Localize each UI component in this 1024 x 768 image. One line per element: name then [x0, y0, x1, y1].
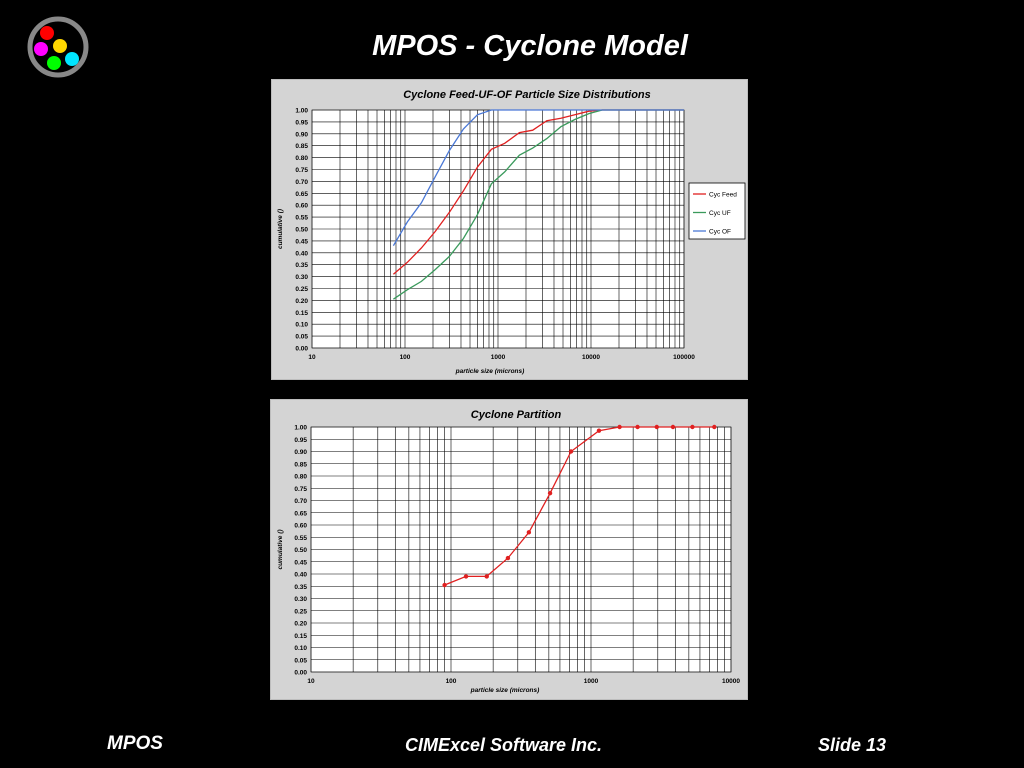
chart2-data-point: [505, 555, 511, 561]
chart2-data-point: [712, 424, 717, 430]
chart2-y-tick-label: 0.15: [294, 633, 307, 640]
colored-dots-logo-icon: [27, 16, 89, 78]
psd-chart: 0.00 0.05 0.10 0.15 0.20 0.25 0.30 0.35 0.40 0.45…: [277, 89, 746, 375]
logo-dot-magenta: [34, 42, 48, 56]
chart1-y-tick-label: 0.45: [295, 238, 308, 245]
chart2-x-axis-label: particle size (microns): [470, 687, 540, 694]
chart2-y-tick-label: 0.40: [294, 572, 307, 579]
chart2-y-tick-label: 0.80: [294, 474, 307, 481]
chart1-y-tick-label: 0.10: [295, 322, 308, 329]
chart2-x-tick-label: 100: [446, 678, 457, 685]
chart2-x-tick-label: 10: [307, 678, 315, 685]
chart1-series-line-2: [393, 109, 684, 300]
chart2-y-tick-label: 0.60: [294, 523, 307, 530]
partition-chart: 0.00 0.05 0.10 0.15 0.20 0.25 0.30 0.35 0.40 0.45…: [277, 409, 740, 694]
chart1-y-tick-label: 0.75: [295, 167, 308, 174]
chart2-y-tick-label: 0.35: [294, 584, 307, 591]
partition-chart-panel: 0.00 0.05 0.10 0.15 0.20 0.25 0.30 0.35 0.40 0.45…: [270, 399, 748, 700]
chart2-data-point: [617, 424, 622, 430]
psd-chart-panel: 0.00 0.05 0.10 0.15 0.20 0.25 0.30 0.35 0.40 0.45…: [271, 79, 748, 380]
footer-company: CIMExcel Software Inc.: [405, 735, 603, 755]
chart2-y-tick-label: 0.50: [294, 547, 307, 554]
logo-dot-green: [47, 56, 61, 70]
chart2-series-line-1: [444, 426, 715, 586]
chart1-y-tick-label: 1.00: [295, 108, 308, 115]
chart2-data-point: [442, 582, 447, 588]
chart1-y-tick-label: 0.05: [295, 334, 308, 341]
logo-dot-yellow: [53, 39, 67, 53]
chart2-y-tick-label: 0.10: [294, 645, 307, 652]
chart1-x-tick-label: 100: [400, 354, 411, 361]
chart1-legend-box: [688, 182, 746, 240]
chart1-y-tick-label: 0.25: [295, 286, 308, 293]
chart2-y-tick-label: 0.55: [294, 535, 307, 542]
chart1-legend-label: Cyc OF: [709, 229, 731, 236]
chart1-y-tick-label: 0.70: [295, 179, 308, 186]
chart2-data-point: [654, 424, 659, 430]
footer-app-name: MPOS: [107, 733, 163, 754]
chart2-y-tick-label: 1.00: [294, 425, 307, 432]
chart2-data-point: [463, 574, 469, 579]
chart2-y-tick-label: 0.90: [294, 449, 307, 456]
chart2-data-point: [484, 574, 489, 579]
chart2-y-tick-label: 0.65: [294, 510, 307, 517]
chart2-y-tick-label: 0.20: [294, 621, 307, 628]
chart1-y-tick-label: 0.80: [295, 155, 308, 162]
chart1-y-axis-label: cumulative (): [277, 209, 284, 249]
chart2-y-tick-label: 0.85: [294, 461, 307, 468]
chart1-y-tick-label: 0.85: [295, 143, 308, 150]
chart2-data-point: [547, 490, 553, 496]
chart2-title: Cyclone Partition: [471, 409, 562, 421]
chart2-data-point: [596, 428, 602, 433]
chart1-y-tick-label: 0.00: [295, 346, 308, 353]
chart2-data-point: [635, 424, 640, 430]
chart1-x-axis-label: particle size (microns): [455, 368, 525, 375]
footer-slide-number: Slide 13: [818, 735, 887, 755]
chart2-x-tick-label: 1000: [584, 678, 599, 685]
chart1-y-tick-label: 0.30: [295, 274, 308, 281]
chart1-y-tick-label: 0.35: [295, 262, 308, 269]
chart2-data-point: [526, 530, 532, 535]
chart1-y-tick-label: 0.50: [295, 227, 308, 234]
chart2-y-axis-label: cumulative (): [277, 529, 284, 569]
slide-title: MPOS - Cyclone Model: [372, 30, 688, 62]
chart1-y-tick-label: 0.55: [295, 215, 308, 222]
chart1-y-tick-label: 0.20: [295, 298, 308, 305]
chart1-y-tick-label: 0.40: [295, 250, 308, 257]
chart1-y-tick-label: 0.95: [295, 119, 308, 126]
chart1-y-tick-label: 0.15: [295, 310, 308, 317]
logo-dot-cyan: [65, 52, 79, 66]
chart2-y-tick-label: 0.45: [294, 559, 307, 566]
chart1-x-tick-label: 10000: [582, 354, 600, 361]
chart2-data-point: [690, 424, 695, 430]
chart1-x-tick-label: 100000: [673, 354, 695, 361]
chart2-y-tick-label: 0.30: [294, 596, 307, 603]
chart1-series-line-1: [392, 109, 684, 275]
chart2-y-tick-label: 0.25: [294, 608, 307, 615]
chart1-x-tick-label: 1000: [491, 354, 506, 361]
chart1-y-tick-label: 0.65: [295, 191, 308, 198]
chart2-y-tick-label: 0.00: [294, 670, 307, 677]
chart1-legend-label: Cyc UF: [709, 210, 731, 217]
chart2-data-point: [670, 424, 676, 430]
chart2-x-tick-label: 10000: [722, 678, 740, 685]
chart1-y-tick-label: 0.90: [295, 131, 308, 138]
chart2-y-tick-label: 0.95: [294, 437, 307, 444]
chart1-legend: Cyc Feed Cyc UF Cyc OF: [688, 182, 746, 240]
chart1-title: Cyclone Feed-UF-OF Particle Size Distrib…: [403, 89, 651, 101]
chart1-legend-label: Cyc Feed: [709, 192, 737, 199]
chart2-y-tick-label: 0.70: [294, 498, 307, 505]
chart1-y-tick-label: 0.60: [295, 203, 308, 210]
logo-dot-red: [40, 26, 54, 40]
chart1-series-line-3: [392, 109, 684, 247]
chart1-x-tick-label: 10: [308, 354, 316, 361]
chart2-data-point: [568, 449, 574, 454]
chart2-y-tick-label: 0.75: [294, 486, 307, 493]
chart2-y-tick-label: 0.05: [294, 657, 307, 664]
